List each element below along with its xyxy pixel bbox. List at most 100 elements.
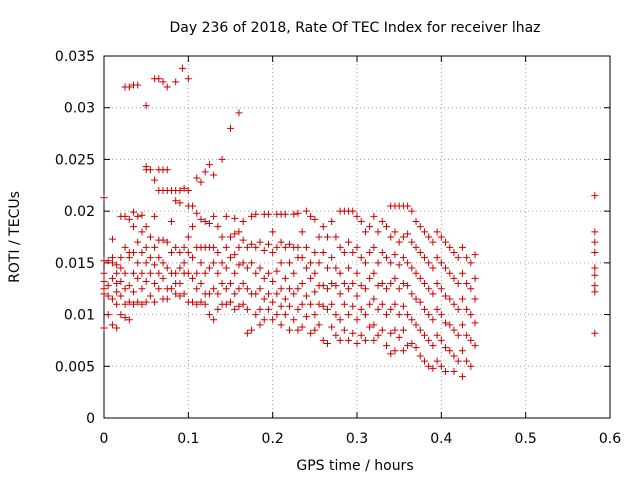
- data-point: [205, 161, 213, 169]
- data-point: [248, 326, 256, 334]
- data-point: [235, 228, 243, 236]
- data-point: [193, 285, 201, 293]
- data-point: [281, 243, 289, 251]
- data-point: [332, 233, 340, 241]
- data-point: [197, 280, 205, 288]
- data-point: [210, 171, 218, 179]
- data-point: [412, 269, 420, 277]
- data-point: [323, 340, 331, 348]
- data-point: [383, 223, 391, 231]
- data-point: [193, 300, 201, 308]
- data-point: [591, 249, 599, 257]
- data-point: [345, 238, 353, 246]
- data-point: [420, 228, 428, 236]
- data-point: [205, 311, 213, 319]
- data-point: [383, 254, 391, 262]
- data-point: [130, 269, 138, 277]
- data-point: [404, 311, 412, 319]
- data-point: [404, 202, 412, 210]
- x-axis-label: GPS time / hours: [296, 458, 413, 474]
- data-point: [429, 264, 437, 272]
- data-point: [290, 316, 298, 324]
- data-point: [323, 264, 331, 272]
- data-point: [361, 311, 369, 319]
- data-point: [205, 220, 213, 228]
- data-point: [404, 259, 412, 267]
- data-point: [117, 311, 125, 319]
- data-point: [121, 269, 129, 277]
- data-point: [239, 236, 247, 244]
- data-point: [391, 326, 399, 334]
- data-point: [416, 274, 424, 282]
- data-point: [294, 326, 302, 334]
- data-point: [429, 290, 437, 298]
- data-point: [222, 212, 230, 220]
- data-point: [399, 302, 407, 310]
- data-point: [121, 314, 129, 322]
- data-point: [214, 305, 222, 313]
- data-point: [315, 300, 323, 308]
- data-point: [450, 249, 458, 257]
- data-point: [201, 300, 209, 308]
- data-point: [176, 199, 184, 207]
- data-point: [189, 202, 197, 210]
- data-point: [222, 264, 230, 272]
- data-point: [117, 264, 125, 272]
- data-point: [121, 212, 129, 220]
- data-point: [189, 298, 197, 306]
- data-point: [450, 274, 458, 282]
- data-point: [437, 259, 445, 267]
- data-point: [383, 311, 391, 319]
- data-point: [357, 217, 365, 225]
- data-point: [176, 249, 184, 257]
- data-point: [117, 254, 125, 262]
- data-point: [159, 78, 167, 86]
- data-point: [163, 166, 171, 174]
- data-point: [252, 290, 260, 298]
- data-point: [387, 350, 395, 358]
- data-point: [243, 285, 251, 293]
- data-point: [366, 223, 374, 231]
- data-point: [100, 290, 108, 298]
- data-point: [108, 235, 116, 243]
- data-point: [450, 300, 458, 308]
- data-point: [408, 264, 416, 272]
- data-point: [357, 331, 365, 339]
- data-point: [256, 321, 264, 329]
- data-point: [235, 243, 243, 251]
- data-point: [467, 362, 475, 370]
- data-point: [205, 290, 213, 298]
- data-point: [227, 254, 234, 262]
- data-point: [138, 211, 146, 219]
- data-point: [349, 207, 357, 215]
- data-point: [180, 290, 188, 298]
- data-point: [113, 288, 121, 296]
- data-point: [100, 277, 108, 285]
- data-point: [125, 215, 133, 223]
- data-point: [138, 300, 146, 308]
- data-point: [231, 251, 239, 259]
- data-point: [146, 166, 154, 174]
- data-point: [260, 295, 268, 303]
- data-point: [454, 280, 462, 288]
- data-point: [383, 342, 391, 350]
- data-point: [142, 102, 150, 110]
- data-point: [450, 367, 458, 375]
- data-point: [189, 254, 197, 262]
- data-point: [467, 311, 475, 319]
- data-point: [408, 340, 416, 348]
- data-point: [193, 209, 201, 217]
- data-point: [286, 240, 294, 248]
- data-point: [239, 259, 247, 267]
- data-point: [138, 285, 146, 293]
- data-point: [125, 298, 133, 306]
- data-point: [151, 176, 159, 184]
- data-point: [167, 285, 175, 293]
- data-point: [332, 311, 340, 319]
- data-point: [319, 249, 327, 257]
- data-point: [269, 228, 277, 236]
- data-point: [357, 254, 365, 262]
- data-point: [138, 228, 146, 236]
- data-point: [214, 249, 222, 257]
- data-point: [391, 228, 399, 236]
